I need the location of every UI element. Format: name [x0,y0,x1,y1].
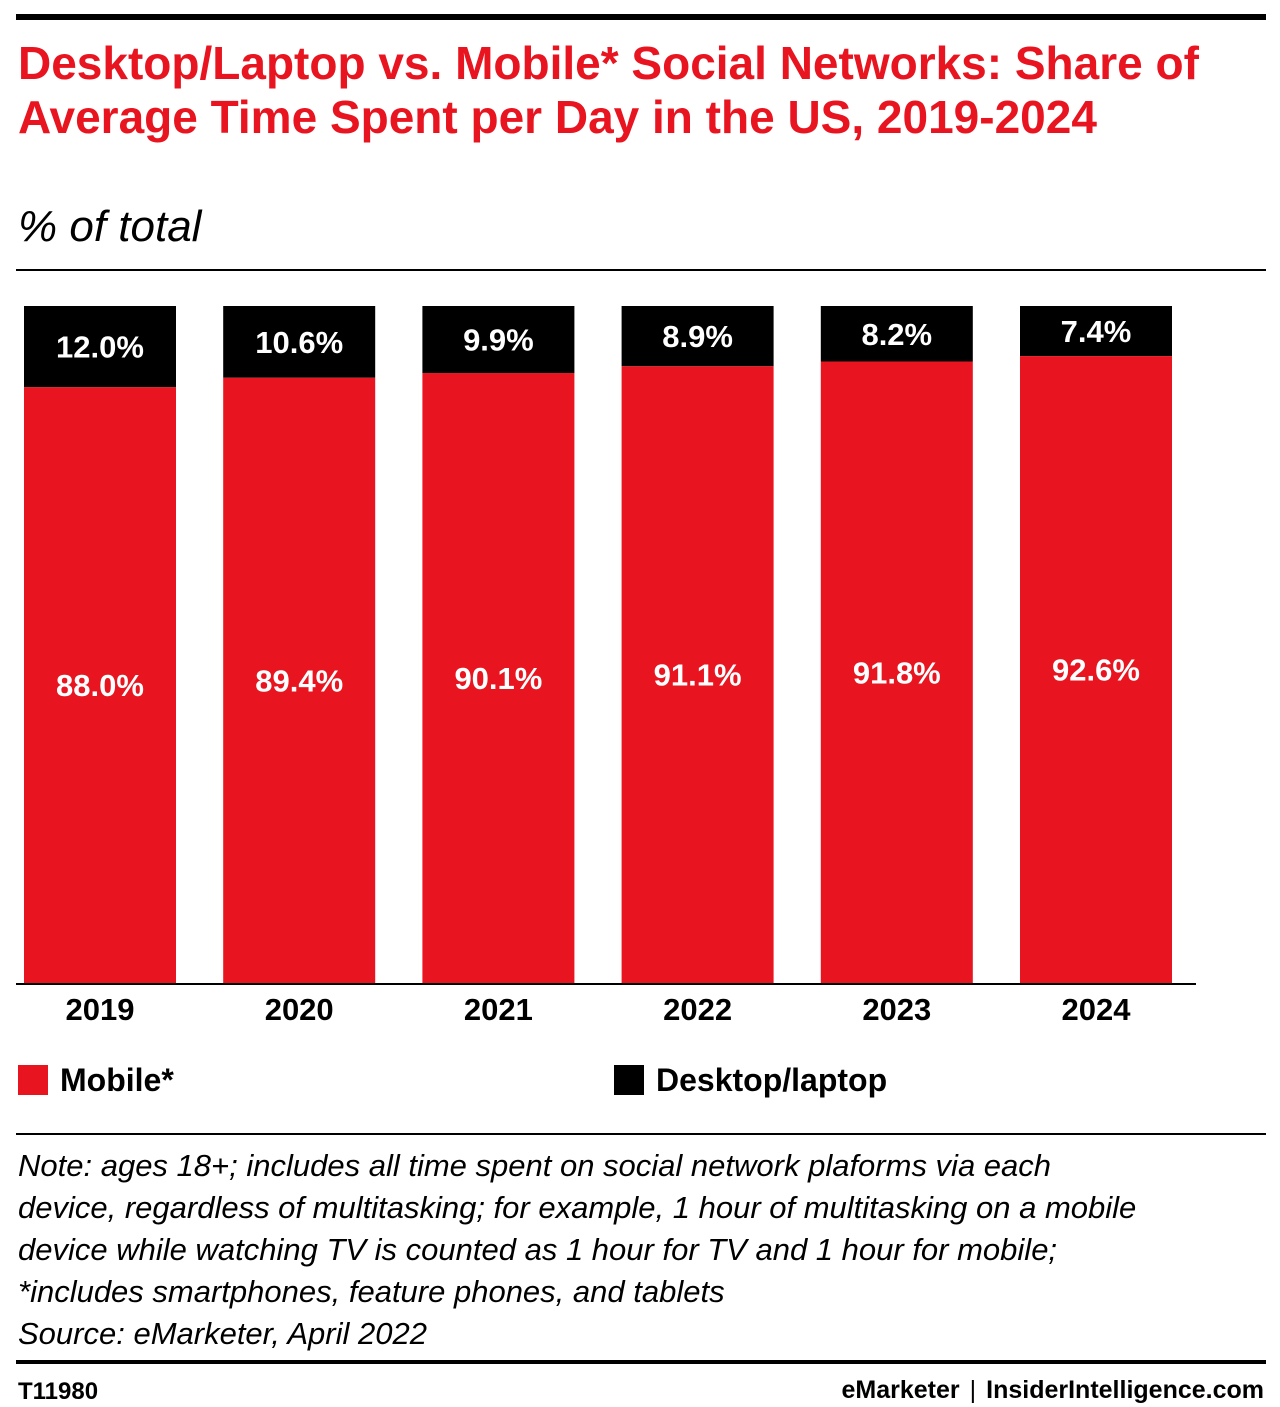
data-label-desktop-2022: 8.9% [662,319,733,354]
x-tick-label-2024: 2024 [1062,992,1132,1027]
note-line: device, regardless of multitasking; for … [18,1190,1137,1225]
brand-emarketer: eMarketer [841,1376,960,1404]
legend-swatch-mobile [18,1065,48,1095]
header-divider [16,269,1266,271]
bar-mobile-2022 [621,366,774,983]
legend-swatch-desktop [614,1065,644,1095]
chart-subtitle: % of total [18,202,202,251]
bar-desktop-2024 [1020,306,1172,357]
brand-separator: | [969,1376,977,1404]
bar-mobile-2023 [820,361,973,983]
top-rule [16,14,1266,20]
brand-insider-intelligence: InsiderIntelligence.com [986,1376,1264,1404]
chart-id: T11980 [18,1378,99,1405]
legend-item-mobile: Mobile* [18,1062,174,1098]
legend-label-mobile: Mobile* [60,1061,174,1098]
data-label-desktop-2024: 7.4% [1061,314,1132,349]
x-tick-label-2019: 2019 [66,992,135,1027]
bar-desktop-2019 [24,306,176,388]
legend-label-desktop: Desktop/laptop [656,1061,888,1098]
source-line: Source: eMarketer, April 2022 [18,1316,427,1351]
data-label-mobile-2024: 92.6% [1052,653,1140,688]
bar-desktop-2021 [422,306,575,374]
bar-mobile-2019 [24,387,176,983]
x-tick-label-2023: 2023 [862,992,931,1027]
x-tick-label-2022: 2022 [663,992,732,1027]
notes-divider [16,1133,1266,1135]
chart-notes: Note: ages 18+; includes all time spent … [18,1145,1268,1355]
data-label-mobile-2021: 90.1% [454,661,542,696]
note-line: *includes smartphones, feature phones, a… [18,1274,725,1309]
data-label-mobile-2019: 88.0% [56,668,144,703]
stacked-bar-chart: 12.0% 88.0% 2019 10.6% 89.4% 2020 9.9% 90.1% 202… [16,306,1196,1027]
data-label-mobile-2023: 91.8% [853,655,941,690]
footer-brand: eMarketer | InsiderIntelligence.com [842,1376,1265,1405]
bar-mobile-2024 [1020,356,1172,983]
bar-mobile-2020 [223,377,376,984]
x-tick-label-2020: 2020 [265,992,334,1027]
x-tick-label-2021: 2021 [464,992,533,1027]
note-line: device while watching TV is counted as 1… [18,1232,1058,1267]
bar-desktop-2022 [621,306,774,367]
bar-mobile-2021 [422,373,575,983]
note-line: Note: ages 18+; includes all time spent … [18,1148,1052,1183]
data-label-mobile-2020: 89.4% [255,663,343,698]
legend-item-desktop: Desktop/laptop [614,1062,887,1098]
data-label-desktop-2021: 9.9% [463,323,534,358]
bar-desktop-2020 [223,306,376,378]
data-label-desktop-2020: 10.6% [255,325,343,360]
footer-divider [16,1360,1266,1364]
bar-desktop-2023 [820,306,973,362]
data-label-desktop-2023: 8.2% [861,317,932,352]
data-label-desktop-2019: 12.0% [56,330,144,365]
chart-title: Desktop/Laptop vs. Mobile* Social Networ… [18,37,1199,143]
data-label-mobile-2022: 91.1% [654,658,742,693]
